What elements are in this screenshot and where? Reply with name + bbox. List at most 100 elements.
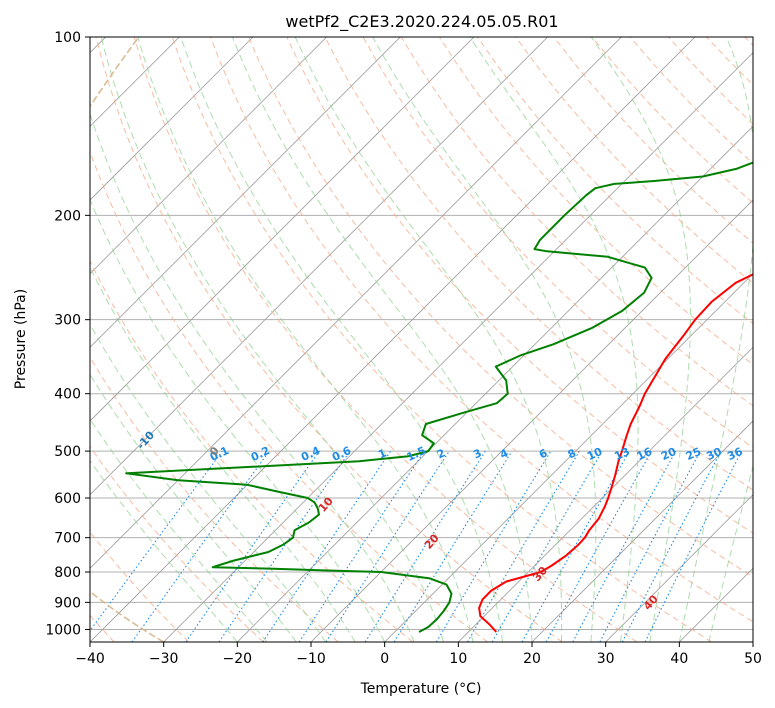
dry-adiabat-line [171, 37, 712, 642]
mixing-ratio-lines [90, 450, 743, 642]
mixing-ratio-label: 10 [585, 445, 605, 463]
mixing-ratio-line [435, 450, 552, 642]
dry-adiabat-line [90, 259, 414, 642]
moist-adiabat-line [231, 37, 533, 642]
dry-adiabat-line [133, 37, 638, 642]
dry-adiabat-line [744, 37, 753, 47]
moist-adiabat-line [90, 373, 297, 642]
dry-adiabat-line [477, 37, 753, 325]
mixing-ratio-line [545, 450, 653, 642]
y-tick-label: 1000 [45, 622, 81, 638]
y-tick-label: 400 [54, 387, 81, 403]
isotherm-line [90, 37, 475, 422]
moist-adiabat-line [372, 37, 597, 642]
mixing-ratio-line [298, 450, 425, 642]
moist-adiabat-lines [90, 37, 753, 642]
dry-adiabat-line [591, 37, 753, 204]
moist-adiabat-line [180, 37, 503, 642]
mixing-ratio-line [131, 450, 270, 642]
isotherm-line [384, 273, 753, 642]
isotherm-line [90, 37, 327, 275]
x-axis-ticks: −40 −30 −20 −10 0 10 20 30 40 50 [75, 642, 762, 667]
mixing-ratio-label: 0.4 [299, 444, 322, 464]
dry-adiabat-line [90, 356, 339, 642]
mixing-ratio-label: 20 [659, 445, 679, 463]
moist-adiabat-line [90, 111, 415, 642]
series-lines [125, 161, 753, 633]
lcl-curve-line [90, 37, 165, 642]
moist-adiabat-line [90, 459, 238, 642]
dry-adiabat-label: -10 [134, 428, 157, 452]
isotherm-line [752, 641, 753, 642]
y-tick-label: 900 [54, 595, 81, 611]
x-tick-label: −40 [75, 651, 105, 667]
y-tick-label: 300 [54, 313, 81, 329]
dry-adiabat-line [248, 37, 753, 578]
mixing-ratio-label: 1.5 [405, 444, 428, 464]
plot-frame [89, 36, 754, 643]
isotherm-line [90, 37, 696, 642]
mixing-ratio-line [325, 450, 450, 642]
moist-adiabat-line [137, 37, 474, 642]
temperature-line [478, 273, 753, 633]
mixing-ratio-label: 3 [471, 447, 483, 462]
isotherm-lines [90, 37, 753, 642]
mixing-ratio-line [90, 450, 223, 632]
dry-adiabat-line [324, 37, 753, 491]
mixing-ratio-line [572, 450, 677, 642]
x-tick-label: −30 [149, 651, 179, 667]
dry-adiabat-label: 20 [422, 531, 442, 551]
x-tick-label: 0 [380, 651, 389, 667]
mixing-ratio-line [218, 450, 351, 642]
x-tick-label: 20 [523, 651, 541, 667]
dry-adiabat-line [90, 445, 264, 642]
mixing-ratio-line [393, 450, 513, 642]
mixing-ratio-line [467, 450, 580, 642]
dry-adiabat-line [668, 37, 753, 125]
dewpoint-line [125, 161, 753, 633]
moist-adiabat-line [90, 323, 327, 642]
dry-adiabat-line [553, 37, 753, 244]
isotherm-line [163, 52, 753, 642]
y-tick-label: 200 [54, 208, 81, 224]
mixing-ratio-label: 13 [612, 445, 631, 463]
mixing-ratio-label: 0.2 [249, 444, 272, 464]
chart-title: wetPf2_C2E3.2020.224.05.05.R01 [285, 12, 558, 32]
isotherm-line [605, 494, 753, 642]
isotherm-line [531, 420, 753, 642]
dry-adiabat-lines [90, 37, 753, 642]
moist-adiabat-line [90, 266, 356, 642]
isotherm-line [90, 37, 401, 348]
mixing-ratio-line [262, 450, 392, 642]
x-tick-label: −20 [223, 651, 253, 667]
dry-adiabat-line [90, 150, 488, 642]
dry-adiabat-line [286, 37, 753, 534]
isotherm-line [90, 37, 622, 569]
dry-adiabat-line [515, 37, 753, 284]
moist-adiabat-line [708, 464, 753, 642]
y-tick-label: 100 [54, 30, 81, 46]
y-axis-title: Pressure (hPa) [13, 289, 29, 389]
isotherm-line [90, 37, 254, 201]
mixing-ratio-label: 36 [725, 445, 745, 463]
mixing-ratio-label: 30 [704, 445, 724, 463]
y-tick-label: 700 [54, 531, 81, 547]
y-tick-label: 800 [54, 565, 81, 581]
dry-adiabat-line [210, 37, 753, 623]
isotherm-line [679, 567, 753, 642]
lcl-curve [90, 37, 165, 642]
x-tick-label: 30 [597, 651, 615, 667]
mixing-ratio-label: 25 [684, 445, 703, 463]
x-tick-label: 10 [449, 651, 467, 667]
isotherm-line [237, 125, 753, 642]
moist-adiabat-line [590, 37, 691, 642]
isotherm-line [458, 346, 753, 642]
x-tick-label: −10 [296, 651, 326, 667]
mixing-ratio-label: 2 [435, 447, 447, 462]
moist-adiabat-line [678, 37, 753, 642]
mixing-ratio-line [644, 450, 743, 642]
dry-adiabat-line [95, 37, 563, 642]
x-tick-label: 50 [744, 651, 762, 667]
